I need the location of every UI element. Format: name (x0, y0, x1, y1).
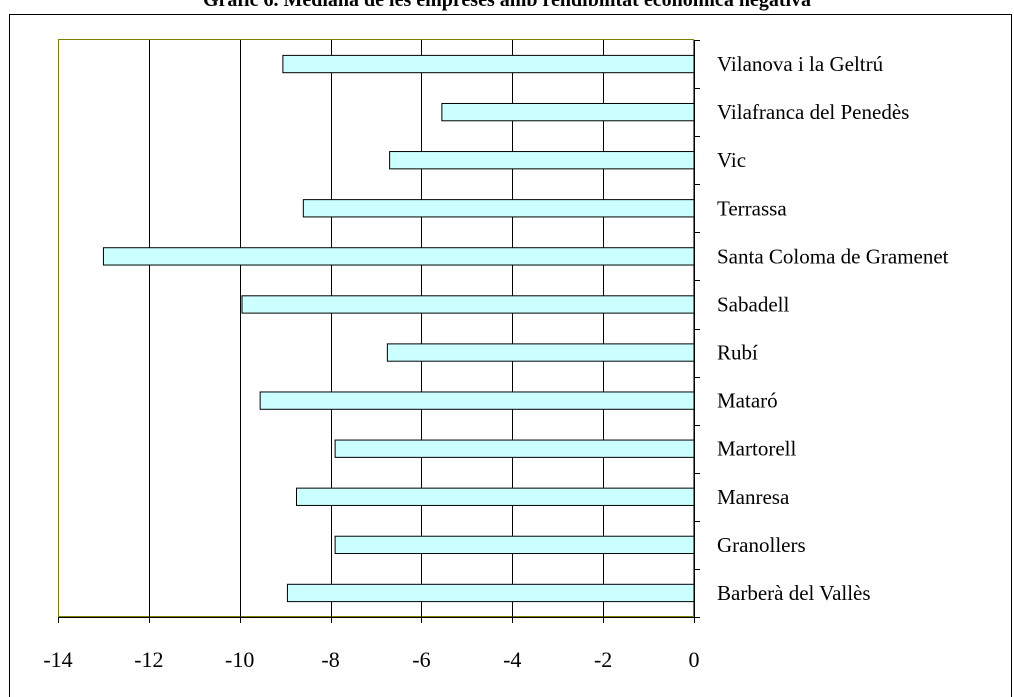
bar (302, 199, 695, 218)
x-tick-label: -10 (225, 647, 254, 672)
bar (102, 247, 695, 266)
bar (389, 151, 695, 170)
bar (259, 391, 695, 410)
category-label: Granollers (717, 533, 806, 557)
x-tick-label: -12 (134, 647, 163, 672)
category-label: Terrassa (717, 196, 787, 220)
x-tick-label: -8 (321, 647, 339, 672)
x-tick-label: 0 (689, 647, 700, 672)
x-tick-label: -4 (503, 647, 521, 672)
chart-frame (9, 14, 1012, 697)
bar (441, 102, 695, 122)
x-tick-label: -2 (594, 647, 612, 672)
value-axis (58, 40, 700, 623)
plot-area (58, 39, 694, 617)
category-label: Barberà del Vallès (717, 581, 871, 605)
bar (286, 583, 695, 603)
bars (102, 54, 695, 603)
category-label: Mataró (717, 389, 778, 413)
bar (241, 295, 695, 314)
category-label: Vilanova i la Geltrú (717, 52, 884, 76)
x-tick-label: -6 (412, 647, 430, 672)
category-labels: Vilanova i la Geltrú Vilafranca del Pened… (717, 52, 949, 605)
category-label: Rubí (717, 341, 758, 365)
bar (334, 535, 695, 555)
x-tick-label: -14 (43, 647, 72, 672)
x-tick-labels: -14 -12 -10 -8 -6 -4 -2 0 (43, 647, 699, 672)
category-label: Santa Coloma de Gramenet (717, 244, 949, 268)
chart-title: Gràfic 6. Mediana de les empreses amb re… (202, 0, 812, 11)
grid (149, 40, 604, 617)
category-label: Sabadell (717, 292, 789, 316)
bar (282, 54, 695, 74)
bar (334, 439, 695, 458)
bar (296, 487, 695, 506)
bar (386, 343, 695, 362)
category-label: Martorell (717, 437, 796, 461)
category-label: Manresa (717, 485, 790, 509)
category-label: Vilafranca del Penedès (717, 100, 909, 124)
category-label: Vic (717, 148, 746, 172)
